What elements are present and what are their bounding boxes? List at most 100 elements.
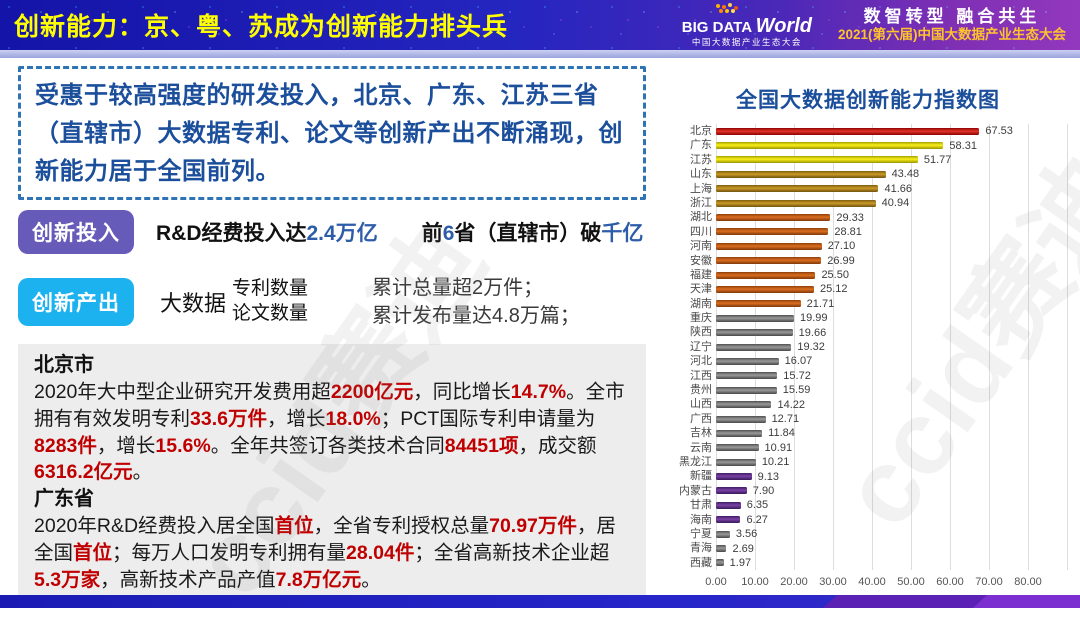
chart-bar-value: 28.81	[834, 225, 862, 238]
text-segment: 8283件	[34, 434, 97, 457]
chart-row: 16.07	[716, 354, 1068, 368]
header-divider-strip	[0, 50, 1080, 58]
chart-category-label: 北京	[690, 125, 712, 137]
output-totals: 累计总量超2万件； 累计发布量达4.8万篇；	[372, 274, 580, 330]
logo-text: BIG DATA World	[681, 14, 812, 37]
chart-body: 北京 广东 江苏 山东 上海 浙江 湖北 四川 河南 安徽 福建 天津 湖南 重庆 陕西 辽宁 河北 江西 贵州 山西…	[664, 124, 1072, 571]
x-axis-tick-label: 70.00	[975, 576, 1003, 589]
chart-row: 41.66	[716, 182, 1068, 196]
chart-bar-value: 26.99	[827, 254, 855, 267]
chart-bar-value: 2.69	[732, 542, 754, 555]
chart-bar-value: 6.27	[746, 513, 768, 526]
text-segment: 首位	[73, 542, 113, 565]
text-segment: ，全省专利授权总量	[313, 515, 490, 538]
chart-row: 3.56	[716, 527, 1068, 541]
chart-category-label: 重庆	[690, 312, 712, 325]
list-line: 累计总量超2万件；	[372, 276, 544, 299]
text-segment: ；全省高新技术企业超	[414, 542, 610, 565]
chart-bar	[716, 530, 730, 538]
chart-category-label: 浙江	[690, 196, 712, 209]
chart-bar-value: 9.13	[757, 470, 780, 483]
region-heading: 北京市	[34, 353, 94, 376]
chart-row: 43.48	[716, 167, 1068, 181]
chart-row: 21.71	[716, 297, 1068, 311]
chart-category-label: 甘肃	[690, 499, 712, 512]
chart-category-label: 贵州	[690, 384, 712, 397]
chart-bar-value: 40.94	[881, 197, 910, 210]
text-segment: 首位	[274, 515, 314, 538]
chart-bar	[716, 501, 741, 509]
chart-bar-value: 21.71	[806, 297, 835, 310]
chart-row: 12.71	[716, 412, 1068, 426]
chart-category-label: 四川	[690, 225, 712, 238]
chart-bar	[716, 444, 759, 452]
text-segment: ，增长	[96, 434, 156, 457]
globe-dots-icon	[715, 3, 742, 14]
chart-row: 19.32	[716, 340, 1068, 354]
chart-bar	[716, 257, 822, 265]
conference-slogan: 数智转型 融合共生	[863, 6, 1041, 26]
chart-row: 19.66	[716, 325, 1068, 339]
chart-bar-value: 3.56	[735, 528, 758, 541]
chart-row: 6.35	[716, 498, 1068, 512]
chart-bar-value: 7.90	[752, 484, 775, 497]
text-segment: 2020年大中型企业研究开发费用超	[34, 380, 331, 403]
text-segment: 70.97万件	[489, 515, 577, 538]
investment-phrase-2: 前6省（直辖市）破千亿	[422, 222, 644, 245]
chart-category-label: 辽宁	[690, 340, 712, 353]
chart-bar	[716, 170, 886, 178]
chart-row: 6.27	[716, 513, 1068, 527]
chart-plot-area: 67.53 58.31 51.77 43.48 41.66 40.94 29.33 28.81…	[716, 124, 1068, 571]
text-segment: 。全年共签订各类技术合同	[210, 434, 445, 457]
chart-bar	[716, 314, 794, 322]
footer-accent-shape	[972, 595, 1080, 608]
chart-bar	[716, 458, 756, 466]
chart-category-label: 广东	[690, 139, 712, 152]
output-prefix: 大数据	[160, 290, 227, 316]
conference-name: 2021(第六届)中国大数据产业生态大会	[837, 27, 1066, 43]
chart-category-label: 河南	[690, 240, 712, 253]
text-segment: 千亿	[601, 221, 644, 245]
chart-row: 40.94	[716, 196, 1068, 210]
text-segment: 7.8万亿元	[275, 569, 362, 592]
chart-row: 25.50	[716, 268, 1068, 282]
chart-row: 7.90	[716, 484, 1068, 498]
chart-category-label: 陕西	[690, 326, 712, 339]
chart-row: 51.77	[716, 153, 1068, 167]
chart-bar	[716, 386, 777, 394]
list-line: 论文数量	[232, 302, 309, 324]
chart-category-label: 安徽	[690, 254, 712, 267]
region-paragraph: 2020年大中型企业研究开发费用超2200亿元，同比增长14.7%。全市拥有有效…	[34, 379, 630, 487]
chart-bar-value: 11.84	[768, 427, 795, 440]
chart-category-label: 青海	[690, 542, 712, 555]
chart-bar	[716, 214, 831, 222]
chart-row: 1.97	[716, 556, 1068, 570]
chart-category-label: 吉林	[690, 427, 712, 440]
text-segment: 6	[442, 221, 455, 245]
chart-category-label: 西藏	[690, 556, 712, 569]
list-line: 累计发布量达4.8万篇；	[372, 304, 580, 327]
text-segment: ；PCT国际专利申请量为	[380, 407, 596, 430]
text-segment: 。全市拥有有效发明专利	[34, 380, 625, 430]
chart-row: 10.21	[716, 455, 1068, 469]
chart-bar	[716, 559, 724, 567]
page-title: 创新能力：京、粤、苏成为创新能力排头兵	[14, 13, 509, 41]
chart-bar	[716, 242, 822, 250]
conference-block: 数智转型 融合共生 2021(第六届)中国大数据产业生态大会	[838, 6, 1066, 44]
chart-category-label: 湖北	[690, 211, 712, 224]
x-axis-tick-label: 0.00	[705, 576, 727, 589]
text-segment: 18.0%	[325, 407, 381, 430]
x-axis-tick-label: 40.00	[858, 576, 886, 589]
list-line: 专利数量	[232, 278, 309, 300]
chart-bar-value: 15.59	[782, 384, 811, 397]
text-segment: 2.4万亿	[306, 221, 378, 245]
chart-category-label: 新疆	[690, 470, 712, 483]
chart-bar	[716, 372, 778, 380]
chart-row: 19.99	[716, 311, 1068, 325]
chart-x-axis: 0.00 10.00 20.00 30.00 40.00 50.00 60.00 70.00 8…	[705, 574, 1068, 592]
chart-row: 15.59	[716, 383, 1068, 397]
chart-bar-value: 6.35	[746, 499, 769, 512]
x-axis-tick-label: 50.00	[897, 576, 925, 589]
chart-bar-value: 41.66	[884, 182, 912, 195]
chart-bar-value: 10.91	[764, 441, 793, 454]
